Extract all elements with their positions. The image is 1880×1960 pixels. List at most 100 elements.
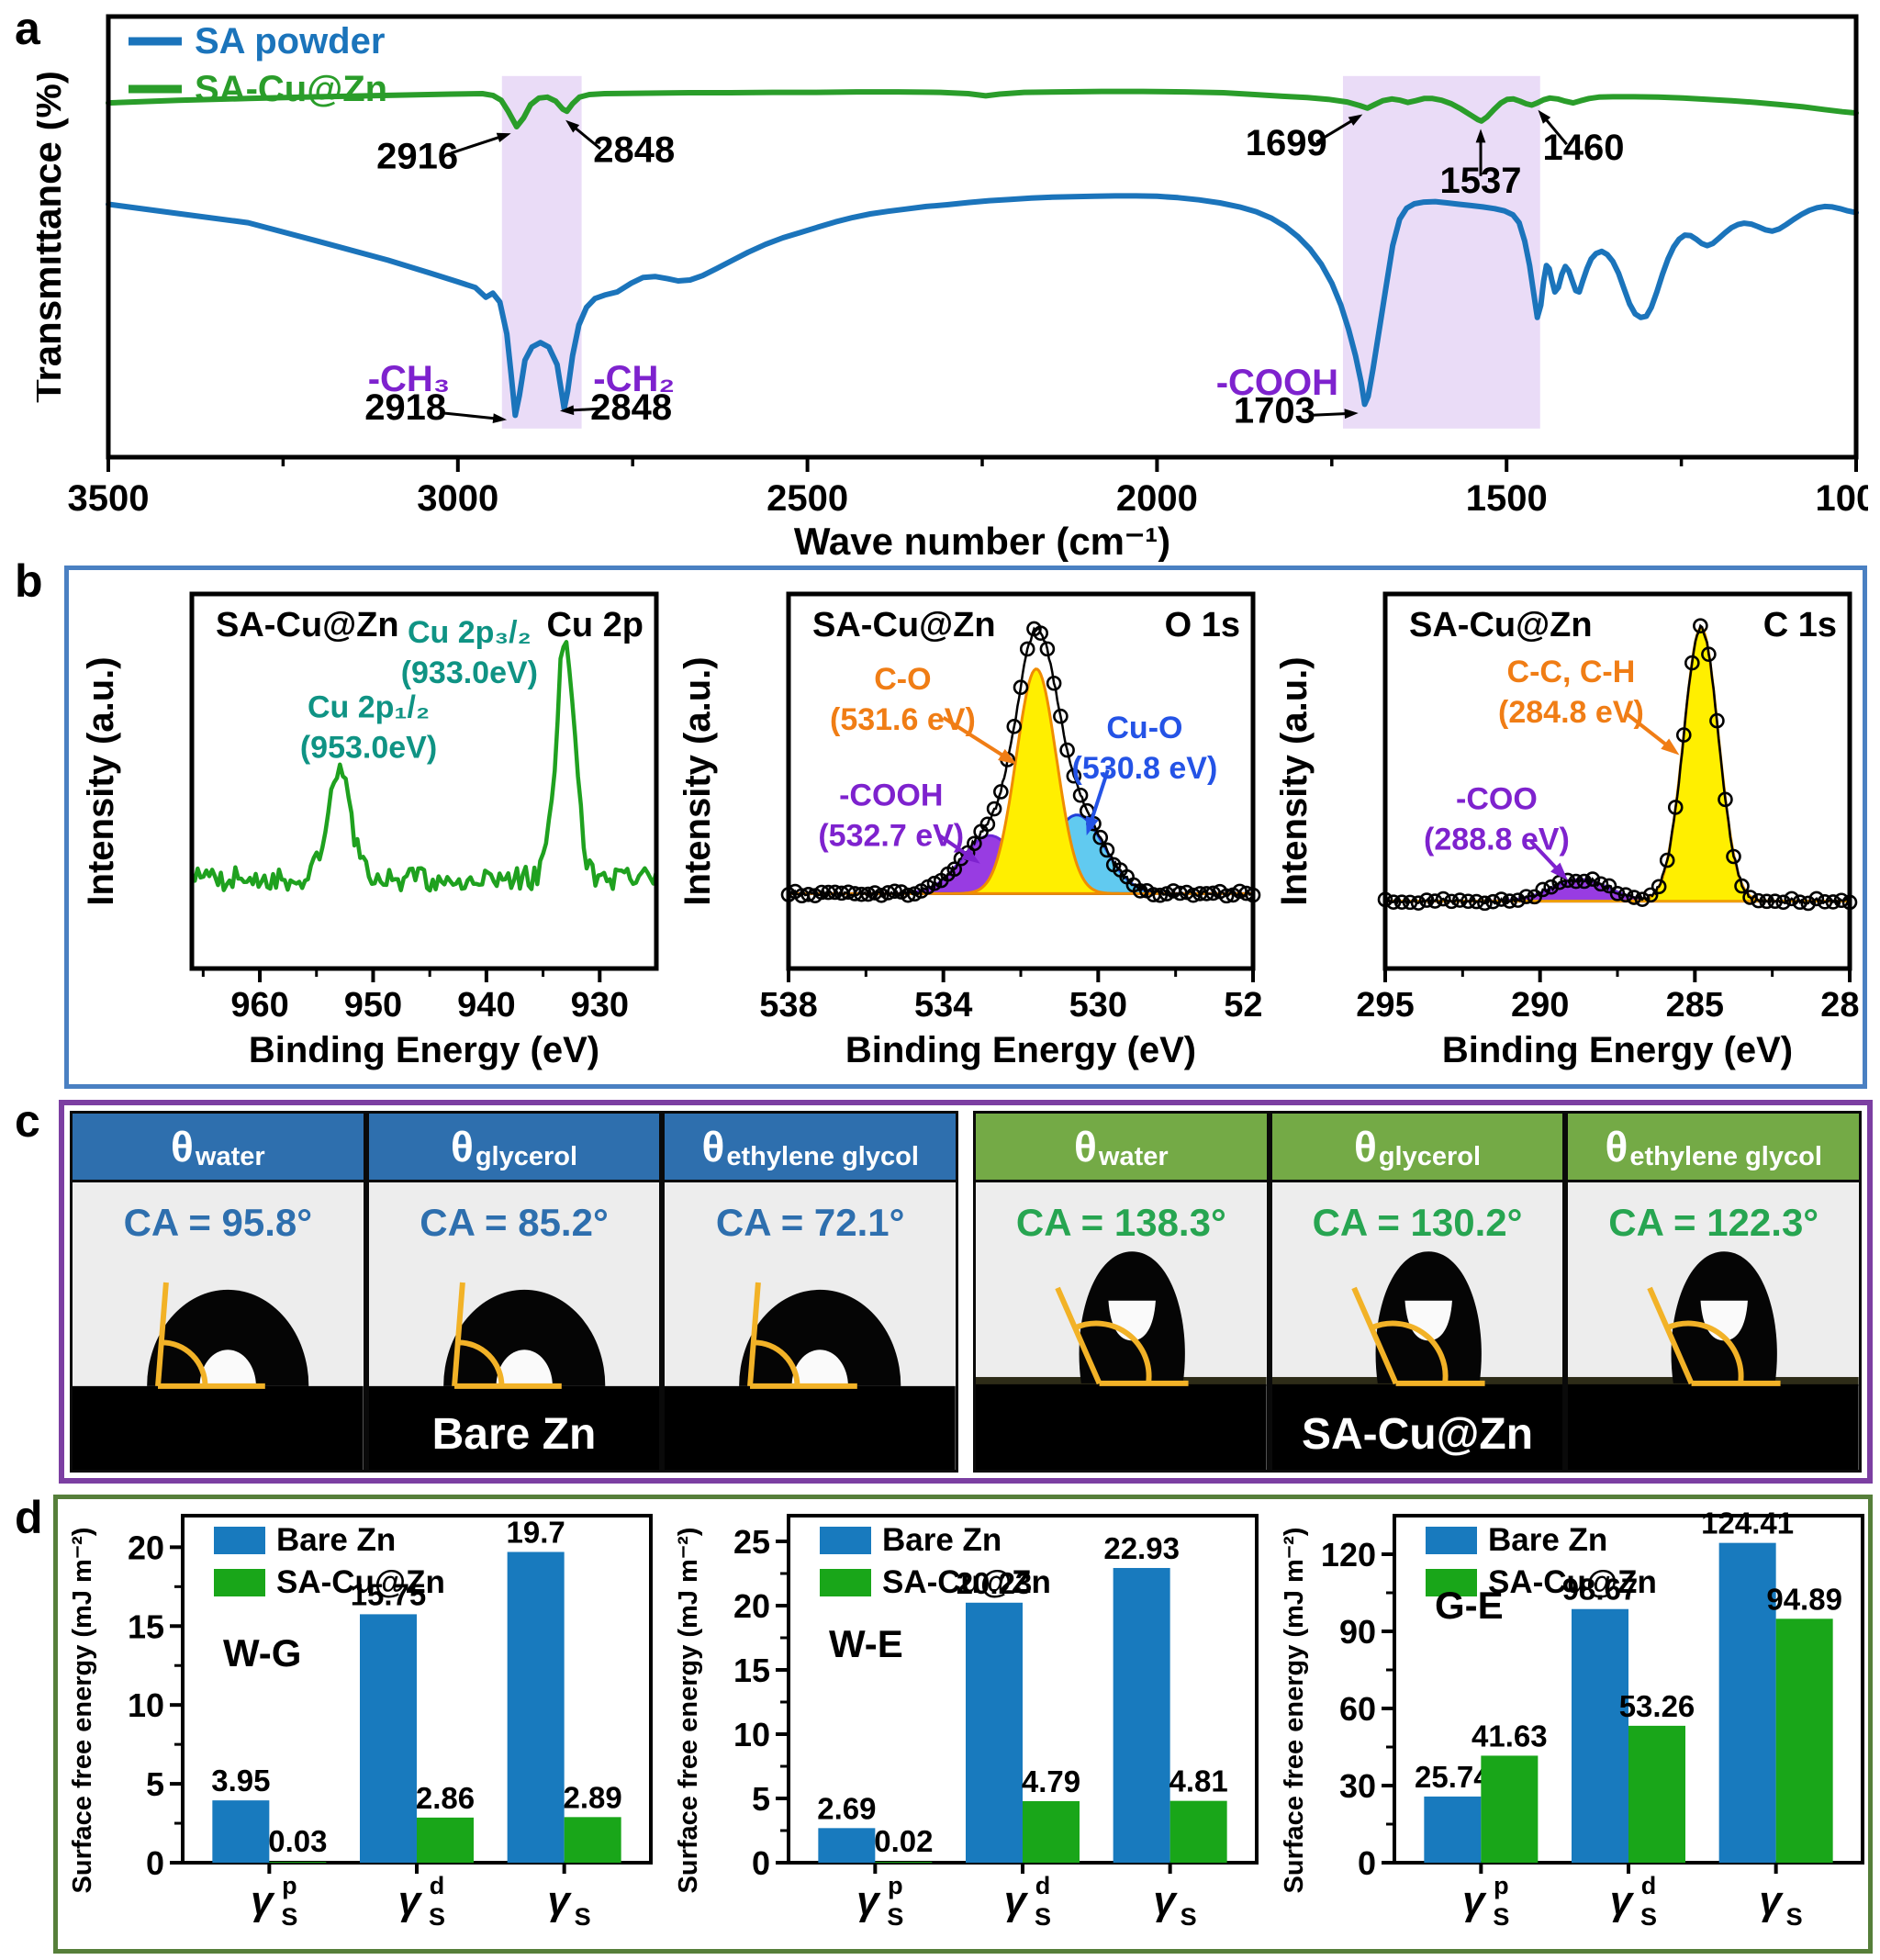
svg-text:C-C, C-H: C-C, C-H bbox=[1507, 655, 1636, 689]
svg-text:1460: 1460 bbox=[1542, 128, 1624, 168]
panel-label-b: b bbox=[15, 555, 43, 607]
svg-text:25: 25 bbox=[733, 1523, 770, 1561]
svg-text:0: 0 bbox=[1358, 1844, 1376, 1882]
svg-text:p: p bbox=[282, 1872, 297, 1899]
svg-text:41.63: 41.63 bbox=[1472, 1719, 1548, 1753]
svg-text:SA-Cu@Zn: SA-Cu@Zn bbox=[1488, 1564, 1657, 1600]
svg-text:534: 534 bbox=[914, 986, 972, 1025]
svg-text:53.26: 53.26 bbox=[1619, 1689, 1695, 1723]
svg-text:538: 538 bbox=[759, 986, 817, 1025]
theta-symbol: θ bbox=[1074, 1123, 1097, 1170]
svg-text:γ: γ bbox=[856, 1878, 881, 1923]
svg-text:930: 930 bbox=[571, 986, 629, 1025]
panel-label-a: a bbox=[15, 3, 40, 54]
droplet-image bbox=[368, 1182, 660, 1470]
svg-text:5: 5 bbox=[146, 1765, 164, 1803]
svg-text:S: S bbox=[575, 1903, 591, 1931]
svg-text:290: 290 bbox=[1511, 986, 1569, 1025]
svg-text:O 1s: O 1s bbox=[1165, 606, 1240, 644]
svg-text:2.89: 2.89 bbox=[564, 1780, 622, 1814]
svg-text:Binding Energy (eV): Binding Energy (eV) bbox=[249, 1030, 599, 1070]
droplet-photo: CA = 130.2° bbox=[1271, 1182, 1563, 1470]
svg-text:(284.8 eV): (284.8 eV) bbox=[1498, 695, 1644, 730]
svg-text:20.23: 20.23 bbox=[957, 1566, 1033, 1600]
contact-angle-cell: θ ethylene glycol CA = 72.1° bbox=[662, 1111, 959, 1473]
svg-text:1703: 1703 bbox=[1234, 391, 1315, 431]
liquid-name: water bbox=[195, 1141, 265, 1171]
theta-symbol: θ bbox=[701, 1123, 725, 1170]
xps-panel: 960 950 940 930 Binding Energy (eV) Intensity… bbox=[64, 566, 1867, 1089]
liquid-header: θ ethylene glycol bbox=[665, 1114, 957, 1182]
svg-text:p: p bbox=[888, 1872, 903, 1899]
svg-text:526: 526 bbox=[1224, 986, 1264, 1025]
contact-angle-value: CA = 85.2° bbox=[420, 1201, 609, 1244]
svg-text:Binding Energy (eV): Binding Energy (eV) bbox=[1442, 1030, 1793, 1070]
svg-text:Bare Zn: Bare Zn bbox=[882, 1522, 1002, 1558]
svg-text:γ: γ bbox=[251, 1878, 275, 1923]
svg-text:γ: γ bbox=[1153, 1878, 1178, 1923]
liquid-header: θ glycerol bbox=[1271, 1114, 1563, 1182]
svg-text:-COO: -COO bbox=[1456, 782, 1538, 817]
svg-text:960: 960 bbox=[230, 986, 288, 1025]
svg-text:25.74: 25.74 bbox=[1415, 1760, 1491, 1794]
svg-text:Transmittance (%): Transmittance (%) bbox=[37, 71, 69, 403]
theta-symbol: θ bbox=[1605, 1123, 1628, 1170]
xps-o1s-chart: 538 534 530 526 Binding Energy (eV) Intensity… bbox=[677, 591, 1264, 1070]
svg-text:2848: 2848 bbox=[590, 387, 672, 428]
svg-text:15: 15 bbox=[128, 1607, 164, 1645]
theta-symbol: θ bbox=[171, 1123, 194, 1170]
svg-text:C 1s: C 1s bbox=[1763, 606, 1837, 644]
svg-text:(288.8 eV): (288.8 eV) bbox=[1424, 823, 1570, 857]
svg-text:SA-Cu@Zn: SA-Cu@Zn bbox=[216, 606, 399, 644]
svg-text:4.81: 4.81 bbox=[1169, 1764, 1228, 1798]
svg-text:15: 15 bbox=[733, 1652, 770, 1689]
svg-text:Binding Energy (eV): Binding Energy (eV) bbox=[845, 1030, 1196, 1070]
svg-text:Cu 2p₁/₂: Cu 2p₁/₂ bbox=[308, 690, 430, 725]
contact-angle-value: CA = 95.8° bbox=[123, 1201, 313, 1244]
liquid-name: glycerol bbox=[1378, 1141, 1482, 1171]
svg-text:124.41: 124.41 bbox=[1701, 1506, 1794, 1540]
svg-text:Bare Zn: Bare Zn bbox=[276, 1522, 396, 1558]
svg-text:10: 10 bbox=[733, 1716, 770, 1753]
svg-text:γ: γ bbox=[1759, 1878, 1784, 1923]
droplet-image bbox=[73, 1182, 364, 1470]
svg-text:940: 940 bbox=[457, 986, 515, 1025]
svg-text:d: d bbox=[430, 1872, 445, 1899]
svg-text:γ: γ bbox=[1004, 1878, 1029, 1923]
contact-angle-value: CA = 130.2° bbox=[1312, 1201, 1523, 1244]
contact-angle-cell: θ glycerol CA = 130.2° bbox=[1269, 1111, 1566, 1473]
svg-text:90: 90 bbox=[1339, 1613, 1376, 1651]
svg-text:W-E: W-E bbox=[829, 1622, 903, 1665]
svg-text:G-E: G-E bbox=[1435, 1584, 1504, 1627]
svg-text:W-G: W-G bbox=[223, 1631, 301, 1674]
svg-text:(530.8 eV): (530.8 eV) bbox=[1072, 751, 1218, 786]
droplet-photo: CA = 85.2° bbox=[368, 1182, 660, 1470]
svg-text:S: S bbox=[887, 1903, 903, 1931]
svg-text:3000: 3000 bbox=[417, 478, 498, 519]
svg-text:Surface free energy (mJ m⁻²): Surface free energy (mJ m⁻²) bbox=[1280, 1528, 1309, 1894]
contact-angle-group-sa-cu-zn: θ water CA = 138.3° θ glycerol CA = 130.2°… bbox=[973, 1111, 1863, 1473]
svg-text:2918: 2918 bbox=[364, 387, 446, 428]
svg-text:20: 20 bbox=[733, 1587, 770, 1625]
svg-text:Cu 2p₃/₂: Cu 2p₃/₂ bbox=[408, 615, 532, 650]
contact-angle-value: CA = 138.3° bbox=[1015, 1201, 1226, 1244]
liquid-name: ethylene glycol bbox=[726, 1141, 919, 1171]
svg-text:0: 0 bbox=[752, 1844, 770, 1882]
svg-text:98.67: 98.67 bbox=[1562, 1573, 1639, 1607]
svg-text:-COOH: -COOH bbox=[839, 778, 943, 813]
svg-text:0: 0 bbox=[146, 1844, 164, 1882]
svg-text:SA-Cu@Zn: SA-Cu@Zn bbox=[812, 606, 996, 644]
contact-angle-cell: θ water CA = 95.8° bbox=[70, 1111, 366, 1473]
ftir-spectrum-chart: 3500 3000 2500 2000 1500 1000 Wave number (cm⁻… bbox=[37, 14, 1868, 562]
surface-energy-panel: 0 5 10 15 20 γ p S 3.95 0.03 γ d S 15.75 2.86 γ S 19.7 2.8… bbox=[53, 1495, 1873, 1954]
droplet-photo: CA = 122.3° bbox=[1568, 1182, 1860, 1470]
svg-text:γ: γ bbox=[1462, 1878, 1487, 1923]
contact-angle-cell: θ glycerol CA = 85.2° bbox=[365, 1111, 663, 1473]
liquid-name: glycerol bbox=[475, 1141, 578, 1171]
svg-text:60: 60 bbox=[1339, 1690, 1376, 1728]
svg-text:2.86: 2.86 bbox=[416, 1781, 475, 1815]
liquid-name: water bbox=[1098, 1141, 1169, 1171]
